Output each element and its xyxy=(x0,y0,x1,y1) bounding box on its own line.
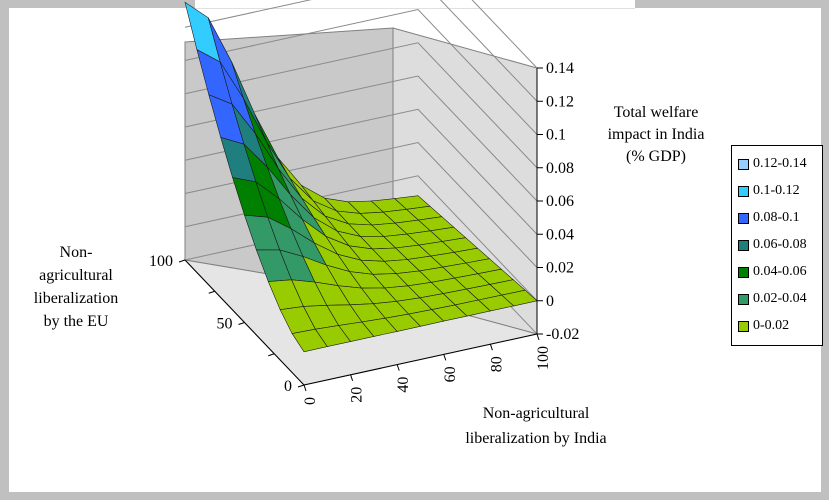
z-axis: 0.14 0.12 0.1 0.08 0.06 0.04 0.02 0 -0.02 xyxy=(536,60,579,343)
x-tick xyxy=(303,384,307,392)
gridline xyxy=(184,75,538,202)
gridline xyxy=(184,42,538,169)
legend-label: 0.06-0.08 xyxy=(753,237,807,252)
z-tick-label: 0 xyxy=(546,293,554,310)
legend-label: 0.04-0.06 xyxy=(753,264,807,279)
x-tick-label: 60 xyxy=(442,366,459,382)
gridline xyxy=(184,8,538,135)
legend-swatch xyxy=(738,320,749,332)
surface-patch xyxy=(501,289,538,307)
axis-titles: Total welfare impact in India (% GDP) Non-a… xyxy=(34,104,705,447)
legend-item: 0.12-0.14 xyxy=(738,155,807,173)
legend-label: 0.1-0.12 xyxy=(753,183,800,198)
y-tick xyxy=(238,322,245,325)
x-tick-label: 40 xyxy=(395,377,412,393)
title-strip xyxy=(195,0,635,9)
y-axis-title: by the EU xyxy=(44,313,109,330)
x-axis-title: liberalization by India xyxy=(465,430,606,447)
legend-label: 0.02-0.04 xyxy=(753,291,807,306)
x-axis-title: Non-agricultural xyxy=(483,405,590,422)
x-tick-label: 20 xyxy=(349,387,366,403)
x-tick xyxy=(443,354,447,361)
z-tick-label: 0.06 xyxy=(546,193,574,210)
legend-item: 0.06-0.08 xyxy=(738,236,807,254)
y-tick xyxy=(208,290,215,294)
legend-swatch xyxy=(738,158,749,170)
surface-plot xyxy=(184,1,538,353)
x-tick xyxy=(350,374,354,381)
y-axis-title: liberalization xyxy=(34,290,118,307)
z-tick-label: 0.14 xyxy=(546,60,574,77)
legend: 0.12-0.14 0.1-0.12 0.08-0.1 0.06-0.08 0.04-0… xyxy=(731,145,823,346)
z-tick-label: -0.02 xyxy=(546,326,579,343)
z-tick-label: 0.04 xyxy=(546,226,574,243)
z-tick-label: 0.02 xyxy=(546,260,574,277)
legend-label: 0.12-0.14 xyxy=(753,156,807,171)
legend-swatch xyxy=(738,239,749,251)
legend-item: 0.08-0.1 xyxy=(738,209,800,227)
legend-swatch xyxy=(738,185,749,197)
y-tick-label: 50 xyxy=(217,316,233,333)
y-axis: 100 50 0 xyxy=(149,253,305,395)
legend-label: 0.08-0.1 xyxy=(753,210,800,225)
legend-item: 0.02-0.04 xyxy=(738,290,807,308)
y-tick xyxy=(297,384,305,388)
z-tick-label: 0.1 xyxy=(546,127,566,144)
y-tick-label: 100 xyxy=(149,253,173,270)
y-tick xyxy=(178,259,186,263)
x-tick-label: 100 xyxy=(535,346,552,370)
x-tick xyxy=(489,344,493,351)
legend-swatch xyxy=(738,266,749,278)
legend-item: 0.1-0.12 xyxy=(738,182,800,200)
x-tick-label: 80 xyxy=(488,356,505,372)
z-tick-label: 0.08 xyxy=(546,160,574,177)
x-tick xyxy=(396,364,400,371)
gridline xyxy=(184,0,538,102)
x-axis: 0 20 40 60 80 100 xyxy=(302,333,552,405)
y-tick-label: 0 xyxy=(284,378,292,395)
legend-label: 0-0.02 xyxy=(753,318,790,333)
x-tick-label: 0 xyxy=(302,397,319,405)
y-tick xyxy=(268,353,275,357)
legend-swatch xyxy=(738,212,749,224)
y-axis-title: Non- xyxy=(60,244,93,261)
z-axis-title: impact in India xyxy=(608,126,705,143)
z-tick-label: 0.12 xyxy=(546,93,574,110)
gridline xyxy=(471,0,538,69)
y-axis-title: agricultural xyxy=(39,267,113,284)
x-axis-line xyxy=(303,333,538,386)
legend-item: 0.04-0.06 xyxy=(738,263,807,281)
x-tick xyxy=(536,333,540,341)
legend-swatch xyxy=(738,293,749,305)
z-axis-title: Total welfare xyxy=(614,104,699,121)
legend-item: 0-0.02 xyxy=(738,317,789,335)
z-axis-title: (% GDP) xyxy=(626,148,686,165)
